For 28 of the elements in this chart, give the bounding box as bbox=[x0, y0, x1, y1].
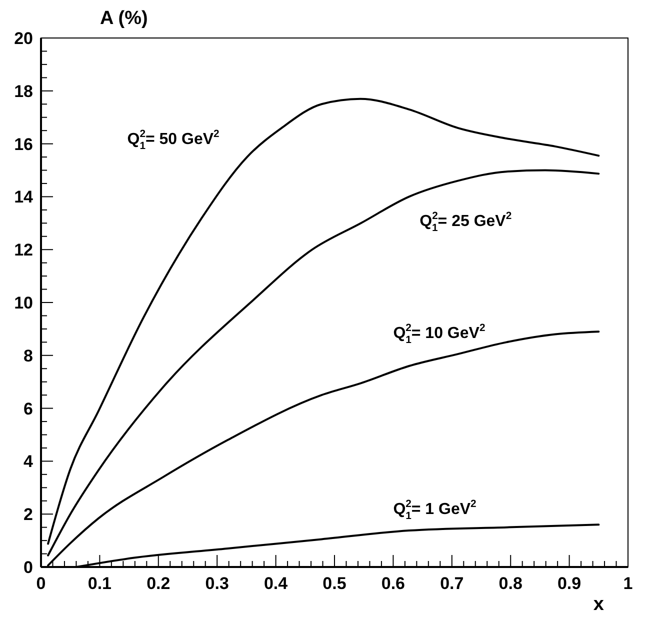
y-tick-label: 16 bbox=[14, 134, 33, 154]
x-tick-label: 0.7 bbox=[440, 574, 464, 593]
series-label: Q$^{2}$$_{1}$= 25 GeV$^{2}$ bbox=[420, 210, 512, 234]
y-tick-label: 4 bbox=[24, 452, 34, 472]
y-tick-label: 2 bbox=[24, 505, 33, 524]
series-label: Q$^{2}$$_{1}$= 50 GeV$^{2}$ bbox=[127, 128, 220, 152]
x-tick-label: 0.9 bbox=[557, 574, 582, 593]
y-tick-label: 6 bbox=[24, 399, 33, 418]
x-tick-label: 0.3 bbox=[205, 574, 229, 593]
x-axis-title: x bbox=[593, 594, 604, 615]
series-label: Q$^{2}$$_{1}$= 10 GeV$^{2}$ bbox=[393, 322, 486, 346]
x-tick-label: 1 bbox=[623, 574, 633, 593]
y-tick-label: 8 bbox=[24, 346, 33, 366]
y-tick-label: 10 bbox=[14, 294, 33, 312]
x-tick-label: 0 bbox=[36, 574, 46, 593]
x-tick-label: 0.2 bbox=[146, 574, 170, 593]
x-tick-label: 0.6 bbox=[381, 574, 406, 593]
x-tick-label: 0.5 bbox=[322, 574, 346, 593]
chart-title: A (%) bbox=[100, 8, 148, 29]
y-tick-label: 20 bbox=[14, 29, 33, 48]
x-tick-label: 0.8 bbox=[498, 574, 522, 593]
y-tick-label: 18 bbox=[14, 82, 33, 101]
y-tick-label: 12 bbox=[14, 240, 33, 260]
y-tick-label: 14 bbox=[14, 188, 34, 207]
series-label: Q$^{2}$$_{1}$= 1 GeV$^{2}$ bbox=[393, 498, 477, 522]
y-tick-label: 0 bbox=[24, 558, 33, 577]
x-tick-label: 0.1 bbox=[88, 574, 112, 593]
x-tick-label: 0.4 bbox=[264, 574, 288, 593]
